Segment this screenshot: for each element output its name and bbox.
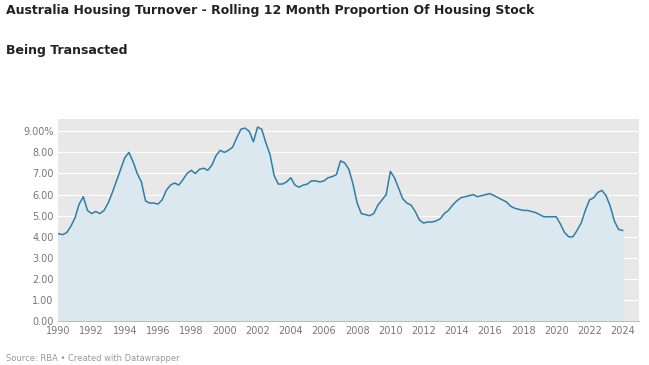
Text: Australia Housing Turnover - Rolling 12 Month Proportion Of Housing Stock: Australia Housing Turnover - Rolling 12 … [6,4,535,17]
Text: Being Transacted: Being Transacted [6,44,128,57]
Text: Source: RBA • Created with Datawrapper: Source: RBA • Created with Datawrapper [6,354,180,363]
